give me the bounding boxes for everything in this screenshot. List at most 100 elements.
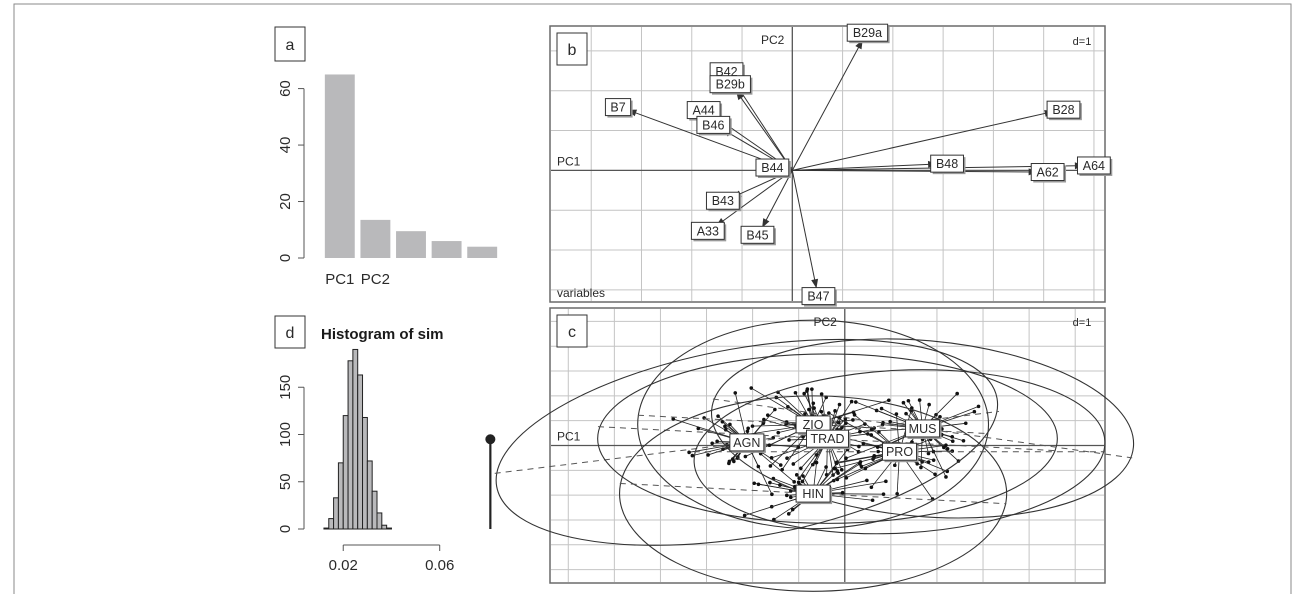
- panel-d-axes: 0 50 100 150 0.02 0.06: [277, 375, 454, 574]
- panel-a-bars: [324, 74, 498, 259]
- b-label-box-b44: [755, 158, 790, 177]
- c-obs-point: [894, 412, 899, 416]
- c-obs-point: [839, 467, 844, 472]
- c-obs-point: [773, 407, 777, 412]
- c-ellipse-pro: [693, 369, 1106, 535]
- b-label-box-b43: [705, 191, 740, 210]
- c-obs-point: [844, 476, 849, 480]
- c-obs-point: [976, 404, 981, 409]
- c-obs-point: [792, 484, 797, 489]
- b-label-a64: A64: [1083, 159, 1105, 173]
- panel-a-label: a: [286, 37, 295, 54]
- c-obs-point: [792, 480, 796, 484]
- b-label-box-a64: [1076, 156, 1111, 175]
- b-label-box-a62: [1030, 163, 1065, 182]
- panel-c-pc1-label: PC1: [557, 430, 581, 444]
- d-bin-1: [323, 527, 330, 530]
- c-label-zio: ZIO: [803, 418, 824, 432]
- c-obs-point: [819, 409, 824, 414]
- panel-d-bins: [323, 348, 392, 530]
- c-obs-point: [865, 478, 869, 483]
- panel-a-label-box: [274, 26, 306, 62]
- c-obs-point: [876, 449, 880, 454]
- c-obs-point: [917, 398, 922, 402]
- c-obs-point: [802, 391, 806, 396]
- c-obs-point: [906, 399, 911, 403]
- b-arrowhead-b47: [811, 278, 819, 289]
- c-obs-point: [827, 411, 831, 415]
- c-obs-point: [671, 417, 676, 421]
- d-y-tick-label: 50: [277, 473, 294, 490]
- b-label-box-b29b: [709, 75, 751, 94]
- a-bar-5: [467, 246, 498, 258]
- panel-c-pc2-label: PC2: [813, 315, 837, 329]
- c-obs-point: [858, 462, 862, 466]
- c-obs-point: [716, 414, 720, 418]
- c-obs-point: [767, 443, 772, 448]
- d-bin-6: [347, 360, 354, 530]
- c-label-box-hin: [795, 484, 831, 503]
- c-obs-point: [931, 458, 936, 462]
- d-bin-10: [366, 460, 373, 530]
- panel-c-label-box: [556, 314, 588, 348]
- d-bin-8: [357, 374, 364, 530]
- c-obs-point: [919, 465, 923, 470]
- c-obs-point: [731, 457, 735, 461]
- a-y-tick-label: 20: [277, 193, 294, 210]
- c-obs-point: [944, 443, 948, 448]
- b-label-b43: B43: [712, 194, 734, 208]
- a-y-tick-label: 40: [277, 137, 294, 154]
- a-y-tick-label: 60: [277, 80, 294, 97]
- panel-a-y-axis: 0 20 40 60: [277, 80, 305, 262]
- c-obs-point: [788, 495, 793, 500]
- b-label-box-a33: [690, 221, 725, 240]
- b-arrow-a62: [792, 169, 1038, 173]
- a-bar-1: [324, 74, 355, 259]
- c-ellipse-trad: [597, 353, 1058, 524]
- b-label-box-b45: [740, 225, 775, 244]
- c-obs-point: [785, 456, 789, 460]
- c-obs-point: [893, 463, 897, 468]
- panel-b-corner-label: variables: [557, 286, 605, 300]
- c-obs-point: [819, 392, 824, 396]
- c-obs-point: [869, 485, 874, 490]
- c-obs-point: [824, 465, 828, 469]
- c-obs-point: [728, 422, 732, 427]
- b-label-b28: B28: [1052, 103, 1074, 117]
- c-obs-point: [768, 480, 772, 485]
- c-obs-point: [710, 441, 714, 446]
- b-arrow-b48: [792, 163, 938, 171]
- b-label-box-b47: [801, 287, 836, 306]
- c-obs-point: [727, 461, 731, 466]
- c-obs-point: [888, 419, 892, 424]
- c-ellipse-axis-zio: [637, 414, 989, 435]
- c-obs-point: [852, 413, 857, 417]
- c-obs-point: [840, 425, 844, 430]
- panel-b-label-box: [556, 32, 588, 66]
- c-label-trad: TRAD: [810, 432, 844, 446]
- c-obs-point: [787, 438, 791, 442]
- c-obs-point: [733, 391, 738, 395]
- c-obs-point: [857, 444, 861, 449]
- b-label-a44: A44: [693, 104, 715, 118]
- d-bin-3: [333, 497, 339, 530]
- c-obs-point: [796, 480, 801, 485]
- c-obs-point: [756, 482, 761, 487]
- b-label-box-b29a: [846, 23, 889, 42]
- c-obs-point: [895, 491, 899, 496]
- c-label-box-mus: [905, 419, 941, 438]
- c-obs-point: [749, 386, 754, 390]
- d-x-tick-label: 0.02: [329, 557, 358, 574]
- a-bar-2: [360, 219, 391, 258]
- c-ellipse-zio: [637, 319, 990, 530]
- b-arrow-b47: [791, 170, 817, 289]
- d-bin-9: [362, 416, 368, 530]
- c-obs-point: [901, 400, 906, 405]
- c-ellipse-agn: [495, 338, 999, 546]
- b-arrow-b29a: [791, 39, 864, 171]
- c-obs-point: [811, 401, 816, 406]
- c-obs-point: [756, 464, 761, 469]
- c-obs-point: [805, 389, 809, 393]
- c-obs-point: [770, 492, 774, 497]
